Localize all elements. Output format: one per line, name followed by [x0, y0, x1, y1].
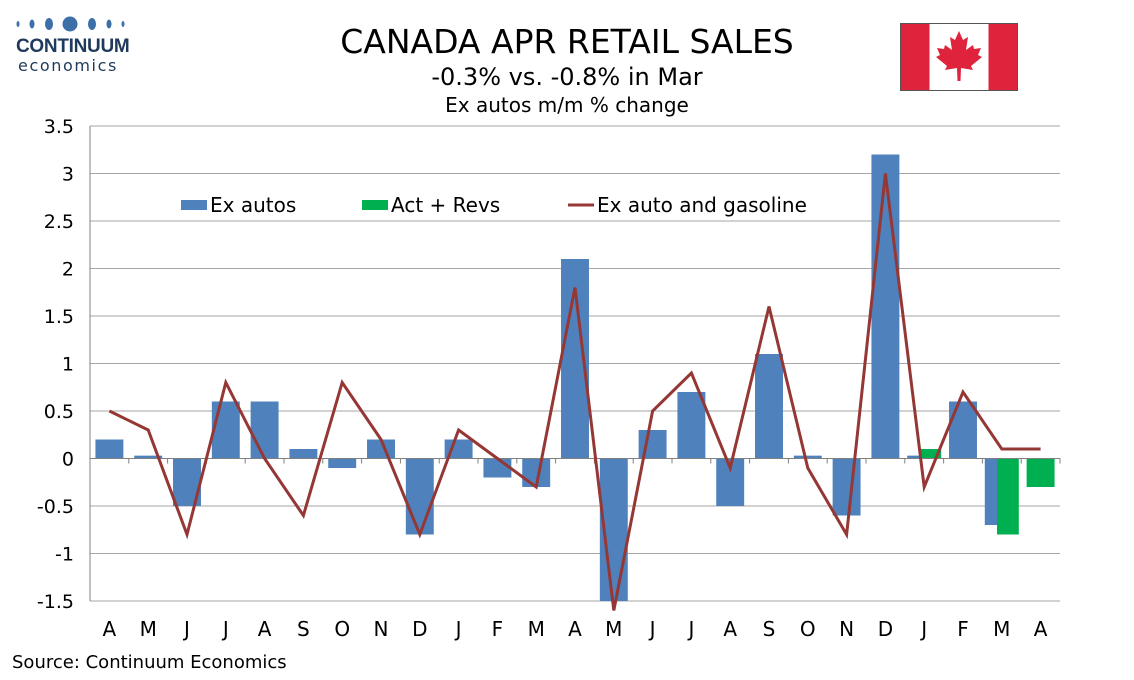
y-tick-label: -1.5 [37, 591, 74, 613]
bar-act-revs [1026, 458, 1055, 487]
bar-ex-autos [755, 354, 783, 459]
chart-subsubtitle: Ex autos m/m % change [445, 93, 689, 117]
legend-label: Ex auto and gasoline [597, 193, 807, 217]
legend-swatch [181, 200, 207, 210]
x-tick-label: J [919, 617, 927, 641]
x-tick-label: A [1034, 617, 1048, 641]
x-tick-label: M [528, 617, 545, 641]
y-tick-label: 0.5 [44, 401, 74, 423]
x-tick-label: M [993, 617, 1010, 641]
x-tick-label: F [492, 617, 504, 641]
x-tick-label: A [568, 617, 582, 641]
x-axis [89, 458, 1061, 464]
bar-ex-autos [832, 458, 861, 516]
bar-ex-autos [949, 401, 977, 459]
x-tick-label: J [221, 617, 229, 641]
x-tick-label: A [103, 617, 117, 641]
canada-flag-icon [900, 23, 1018, 91]
y-tick-label: 0 [62, 449, 74, 471]
bar-ex-autos [134, 455, 163, 459]
x-tick-label: S [297, 617, 310, 641]
bar-ex-autos [483, 458, 512, 478]
legend-ex-autos: Ex autos [181, 193, 296, 217]
brand-sub: economics [18, 56, 118, 75]
source-note: Source: Continuum Economics [12, 652, 287, 673]
legend-swatch [362, 200, 388, 210]
bar-ex-autos [793, 455, 822, 459]
bar-ex-autos [95, 439, 124, 459]
bar-ex-autos [211, 401, 240, 459]
chart-subtitle: -0.3% vs. -0.8% in Mar [431, 63, 703, 91]
x-tick-label: A [258, 617, 272, 641]
legend-act-revs: Act + Revs [362, 193, 500, 217]
legend: Ex autos Act + Revs Ex auto and gasoline [181, 193, 807, 217]
bar-act-revs [919, 449, 942, 459]
x-tick-label: S [763, 617, 776, 641]
x-tick-label: M [605, 617, 622, 641]
x-tick-label: J [454, 617, 462, 641]
x-tick-label: O [800, 617, 816, 641]
legend-label: Act + Revs [391, 193, 500, 217]
bar-ex-autos [677, 392, 706, 459]
y-axis-labels: 3.5 3 2.5 2 1.5 1 0.5 0 -0.5 -1 -1.5 [37, 116, 74, 613]
logo-dots-icon [16, 16, 125, 32]
x-tick-label: J [182, 617, 190, 641]
bar-ex-autos [907, 455, 929, 459]
y-tick-label: 2 [62, 259, 74, 281]
x-tick-label: J [648, 617, 656, 641]
brand-name: CONTINUUM [16, 36, 130, 57]
y-tick-label: 1 [62, 354, 74, 376]
bar-ex-autos [289, 449, 318, 459]
y-tick-label: 1.5 [44, 306, 74, 328]
x-tick-label: N [839, 617, 854, 641]
x-tick-label: J [686, 617, 694, 641]
bar-act-revs [997, 458, 1019, 535]
y-tick-label: -1 [55, 544, 74, 566]
x-tick-label: A [723, 617, 737, 641]
legend-label: Ex autos [210, 193, 296, 217]
x-tick-label: O [334, 617, 350, 641]
x-tick-label: N [374, 617, 389, 641]
legend-ex-auto-gasoline: Ex auto and gasoline [568, 193, 807, 217]
bar-ex-autos [405, 458, 434, 535]
x-tick-label: D [412, 617, 427, 641]
y-tick-label: 3 [62, 164, 74, 186]
x-tick-label: M [140, 617, 157, 641]
bar-ex-autos [250, 401, 279, 459]
x-tick-label: D [878, 617, 893, 641]
bar-ex-autos [444, 439, 473, 459]
y-tick-label: 3.5 [44, 116, 74, 138]
line-ex-auto-gasoline [108, 173, 1041, 611]
y-tick-label: 2.5 [44, 211, 74, 233]
line-series [108, 173, 1041, 611]
bar-ex-autos [328, 458, 357, 468]
bar-ex-autos [871, 154, 900, 459]
x-tick-label: F [957, 617, 969, 641]
chart-title: CANADA APR RETAIL SALES [340, 22, 794, 61]
y-tick-label: -0.5 [37, 496, 74, 518]
